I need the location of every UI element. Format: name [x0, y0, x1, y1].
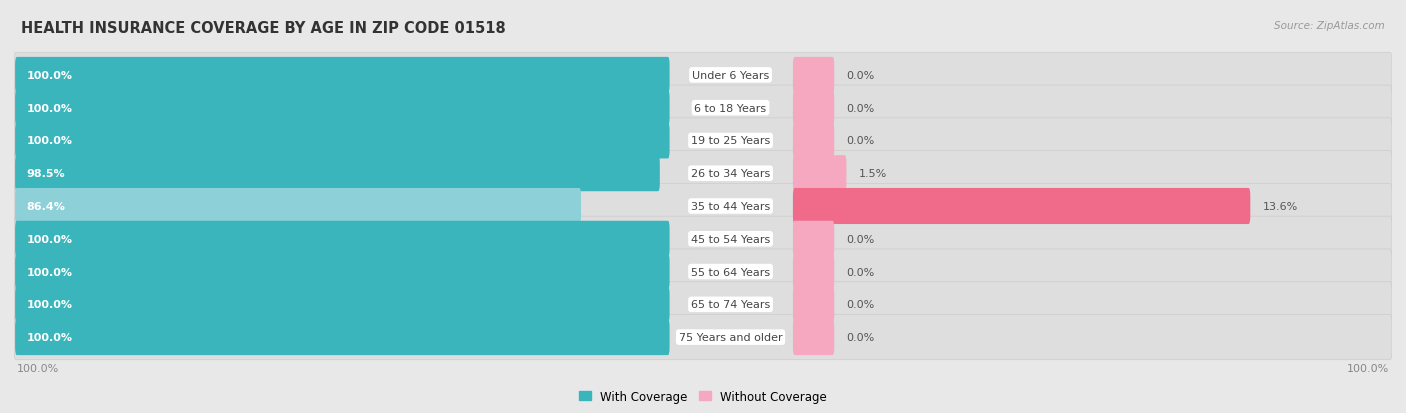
- Text: 100.0%: 100.0%: [27, 267, 73, 277]
- FancyBboxPatch shape: [15, 188, 581, 225]
- Legend: With Coverage, Without Coverage: With Coverage, Without Coverage: [574, 385, 832, 408]
- Text: 0.0%: 0.0%: [846, 136, 875, 146]
- Text: 100.0%: 100.0%: [27, 71, 73, 81]
- Text: 55 to 64 Years: 55 to 64 Years: [690, 267, 770, 277]
- Text: 98.5%: 98.5%: [27, 169, 65, 179]
- FancyBboxPatch shape: [14, 184, 1392, 229]
- Text: 0.0%: 0.0%: [846, 234, 875, 244]
- Text: 0.0%: 0.0%: [846, 299, 875, 310]
- Text: 6 to 18 Years: 6 to 18 Years: [695, 103, 766, 114]
- FancyBboxPatch shape: [14, 249, 1392, 294]
- Text: 0.0%: 0.0%: [846, 103, 875, 114]
- Text: 0.0%: 0.0%: [846, 267, 875, 277]
- Text: 100.0%: 100.0%: [17, 363, 59, 373]
- FancyBboxPatch shape: [15, 156, 659, 192]
- FancyBboxPatch shape: [14, 119, 1392, 164]
- FancyBboxPatch shape: [14, 315, 1392, 360]
- FancyBboxPatch shape: [14, 217, 1392, 262]
- Text: 35 to 44 Years: 35 to 44 Years: [690, 202, 770, 211]
- Text: 100.0%: 100.0%: [27, 234, 73, 244]
- FancyBboxPatch shape: [793, 254, 834, 290]
- Text: 65 to 74 Years: 65 to 74 Years: [690, 299, 770, 310]
- Text: 75 Years and older: 75 Years and older: [679, 332, 782, 342]
- Text: 86.4%: 86.4%: [27, 202, 65, 211]
- FancyBboxPatch shape: [793, 319, 834, 355]
- FancyBboxPatch shape: [14, 151, 1392, 196]
- FancyBboxPatch shape: [14, 53, 1392, 98]
- Text: 1.5%: 1.5%: [859, 169, 887, 179]
- FancyBboxPatch shape: [793, 221, 834, 257]
- Text: Source: ZipAtlas.com: Source: ZipAtlas.com: [1274, 21, 1385, 31]
- FancyBboxPatch shape: [14, 86, 1392, 131]
- FancyBboxPatch shape: [793, 287, 834, 323]
- Text: HEALTH INSURANCE COVERAGE BY AGE IN ZIP CODE 01518: HEALTH INSURANCE COVERAGE BY AGE IN ZIP …: [21, 21, 506, 36]
- Text: 0.0%: 0.0%: [846, 332, 875, 342]
- Text: 45 to 54 Years: 45 to 54 Years: [690, 234, 770, 244]
- Text: 26 to 34 Years: 26 to 34 Years: [690, 169, 770, 179]
- Text: 100.0%: 100.0%: [27, 299, 73, 310]
- FancyBboxPatch shape: [15, 123, 669, 159]
- Text: 13.6%: 13.6%: [1263, 202, 1298, 211]
- FancyBboxPatch shape: [793, 58, 834, 94]
- FancyBboxPatch shape: [15, 58, 669, 94]
- Text: Under 6 Years: Under 6 Years: [692, 71, 769, 81]
- Text: 100.0%: 100.0%: [1347, 363, 1389, 373]
- FancyBboxPatch shape: [793, 90, 834, 126]
- Text: 100.0%: 100.0%: [27, 332, 73, 342]
- Text: 100.0%: 100.0%: [27, 103, 73, 114]
- FancyBboxPatch shape: [15, 90, 669, 126]
- FancyBboxPatch shape: [15, 221, 669, 257]
- FancyBboxPatch shape: [793, 123, 834, 159]
- FancyBboxPatch shape: [15, 254, 669, 290]
- FancyBboxPatch shape: [14, 282, 1392, 327]
- FancyBboxPatch shape: [15, 319, 669, 355]
- Text: 19 to 25 Years: 19 to 25 Years: [690, 136, 770, 146]
- Text: 100.0%: 100.0%: [27, 136, 73, 146]
- FancyBboxPatch shape: [793, 188, 1250, 225]
- FancyBboxPatch shape: [15, 287, 669, 323]
- FancyBboxPatch shape: [793, 156, 846, 192]
- Text: 0.0%: 0.0%: [846, 71, 875, 81]
